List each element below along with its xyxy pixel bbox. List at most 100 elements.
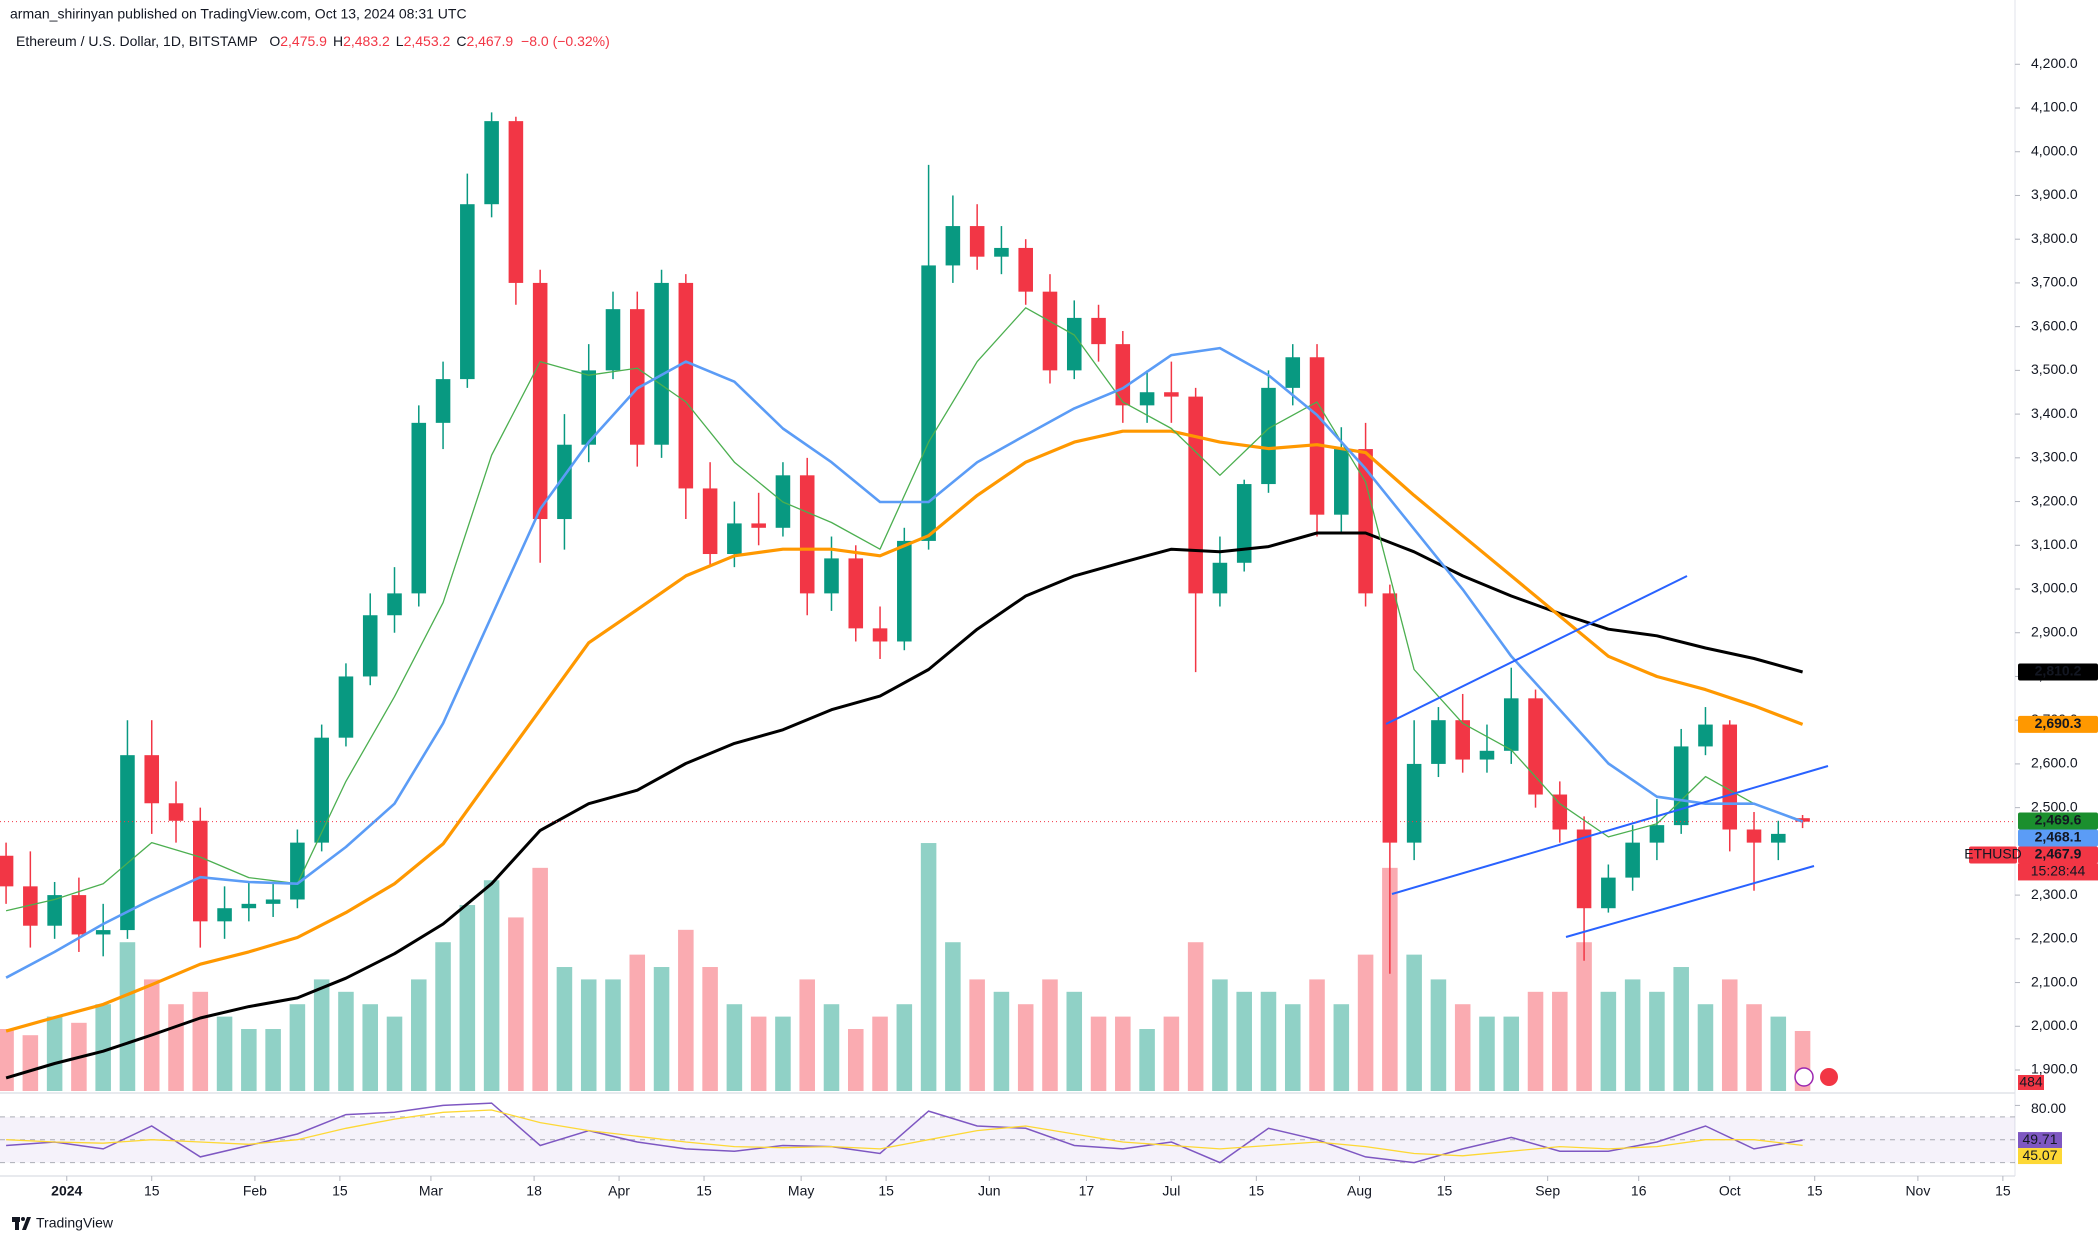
y-tick-label: 2,500.0 — [2031, 798, 2078, 814]
volume-bar — [1115, 1016, 1131, 1091]
rsi-value-label-bg — [2018, 1148, 2062, 1165]
volume-bar — [435, 942, 451, 1091]
candle-body — [1455, 720, 1470, 760]
candle-body — [945, 226, 961, 266]
candle-body — [314, 737, 329, 843]
countdown-bg — [2018, 863, 2098, 881]
candle-body — [1479, 750, 1495, 760]
ma-value-label-bg — [2018, 812, 2098, 830]
x-tick-label: 15 — [332, 1183, 348, 1199]
volume-bar — [969, 979, 985, 1091]
x-tick-label: 16 — [1631, 1183, 1647, 1199]
rsi-line — [6, 1102, 1803, 1164]
x-tick-label: Apr — [608, 1183, 630, 1199]
ma-value-label: 2,469.6 — [2035, 812, 2082, 828]
volume-bar — [1017, 1004, 1034, 1091]
ohlc-legend: O2,475.9 H2,483.2 L2,453.2 C2,467.9 — [269, 33, 513, 49]
candle-body — [678, 282, 694, 489]
candle-body — [47, 895, 62, 926]
x-tick-label: Aug — [1347, 1183, 1372, 1199]
volume-bar — [653, 967, 670, 1091]
candle-body — [727, 523, 742, 555]
volume-bar — [1552, 991, 1568, 1091]
x-tick-label: 17 — [1079, 1183, 1095, 1199]
y-tick-label: 3,700.0 — [2031, 274, 2078, 290]
ohlc-value: 2,483.2 — [343, 33, 390, 49]
volume-label-bg — [2018, 1075, 2044, 1090]
volume-bar — [1479, 1016, 1495, 1091]
volume-bar — [1382, 867, 1398, 1091]
y-tick-label: 3,900.0 — [2031, 186, 2078, 202]
candle-body — [1139, 392, 1155, 406]
volume-bar — [775, 1016, 791, 1091]
volume-bar — [1624, 979, 1641, 1091]
candle-body — [1698, 724, 1713, 747]
x-tick-label: 2024 — [51, 1183, 82, 1199]
volume-bar — [1503, 1016, 1520, 1091]
volume-bar — [1430, 979, 1447, 1091]
y-tick-label: 3,100.0 — [2031, 536, 2078, 552]
volume-bar — [508, 917, 524, 1091]
candle-body — [435, 379, 451, 423]
rsi-band-fill — [0, 1116, 2015, 1163]
event-icon[interactable] — [1794, 1067, 1814, 1087]
economic-event-icon[interactable] — [1820, 1068, 1838, 1086]
candle-body — [71, 895, 87, 935]
y-tick-label: 2,100.0 — [2031, 973, 2078, 989]
volume-bar — [1406, 954, 1422, 1091]
x-tick-label: Jun — [978, 1183, 1001, 1199]
symbol-title: Ethereum / U.S. Dollar, 1D, BITSTAMP — [16, 33, 257, 49]
volume-bar — [993, 991, 1010, 1091]
ma-value-label-bg — [2018, 829, 2098, 847]
candle-body — [1309, 357, 1325, 515]
countdown: 15:28:44 — [2031, 863, 2086, 879]
ohlc-value: 2,453.2 — [404, 33, 451, 49]
volume-bar — [119, 942, 136, 1091]
x-tick-label: 18 — [526, 1183, 542, 1199]
candle-body — [168, 803, 184, 821]
x-tick-label: 15 — [878, 1183, 894, 1199]
volume-bar — [265, 1029, 281, 1091]
volume-bar — [1187, 942, 1204, 1091]
y-tick-label: 3,300.0 — [2031, 449, 2078, 465]
candle-body — [1503, 698, 1519, 751]
volume-bar — [1309, 979, 1325, 1091]
volume-bar — [1600, 991, 1617, 1091]
x-tick-label: 15 — [696, 1183, 712, 1199]
volume-bar — [1746, 1004, 1762, 1091]
last-price-label-bg — [2018, 846, 2098, 864]
candle-body — [1066, 317, 1082, 371]
y-tick-label: 3,500.0 — [2031, 361, 2078, 377]
candle-body — [1115, 344, 1131, 406]
symbol-tag-bg — [1969, 846, 2017, 864]
volume-bar — [896, 1004, 913, 1091]
volume-bar — [532, 867, 548, 1091]
candle-body — [1771, 833, 1786, 843]
ma-value-label: 2,690.3 — [2035, 715, 2082, 731]
brand-logo — [12, 1217, 31, 1230]
volume-bar — [920, 843, 937, 1091]
volume-bar — [1042, 979, 1058, 1091]
volume-bar — [168, 1004, 184, 1091]
trend-line — [1391, 765, 1829, 895]
rsi-value-label: 49.71 — [2022, 1131, 2057, 1147]
candle-body — [338, 676, 354, 738]
volume-bar — [580, 979, 597, 1091]
candle-body — [362, 615, 378, 677]
x-tick-label: Sep — [1535, 1183, 1560, 1199]
candle-body — [1576, 829, 1592, 909]
candle-body — [23, 886, 38, 926]
y-tick-label: 2,000.0 — [2031, 1017, 2078, 1033]
candle-body — [994, 247, 1009, 257]
change-label: −8.0 (−0.32%) — [521, 33, 610, 49]
candle-body — [241, 903, 257, 909]
candle-body — [848, 558, 864, 629]
candle-body — [1528, 698, 1543, 795]
candle-body — [1673, 746, 1689, 826]
volume-bar — [556, 967, 573, 1091]
candle-body — [1261, 387, 1276, 485]
candle-body — [1042, 291, 1058, 371]
ohlc-value: 2,467.9 — [466, 33, 513, 49]
